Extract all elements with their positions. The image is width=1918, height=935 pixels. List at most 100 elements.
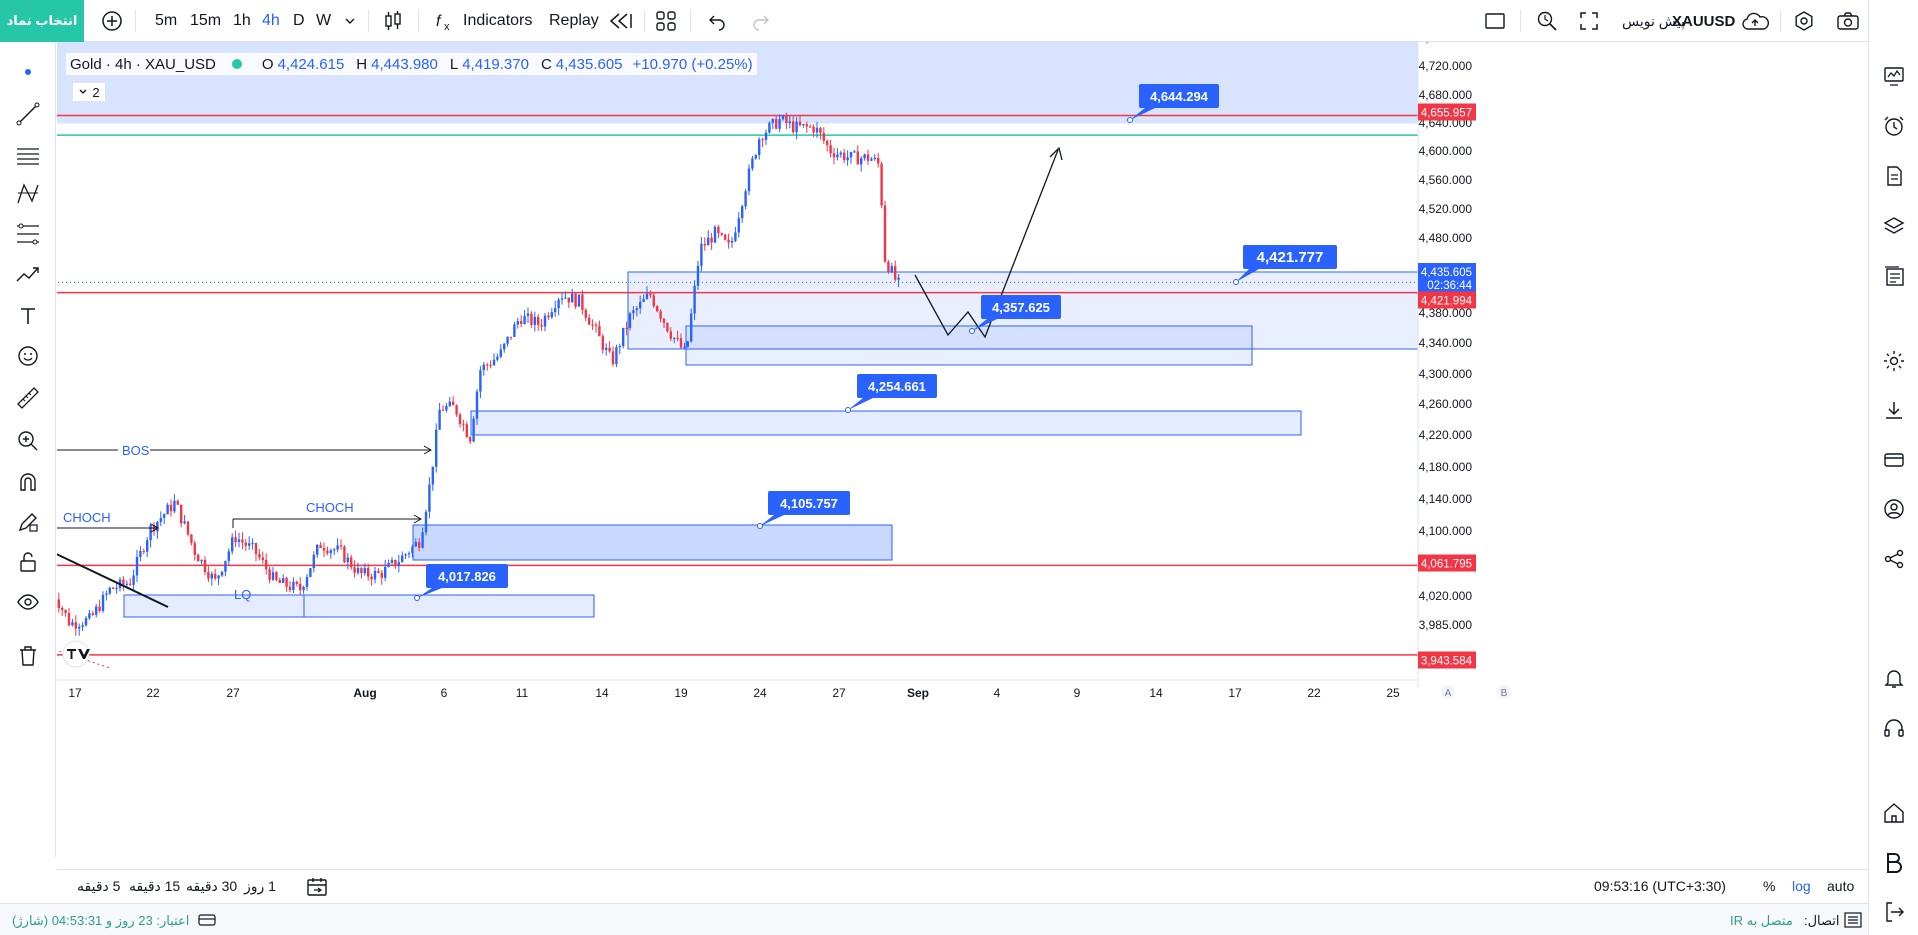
auto-toggle[interactable]: auto — [1827, 878, 1855, 894]
candle — [761, 137, 764, 148]
horizontal-lines-icon[interactable] — [12, 140, 44, 172]
price-tick: 4,600.000 — [1419, 144, 1473, 158]
range-5m[interactable]: 5 دقیقه — [77, 878, 121, 894]
redo-icon[interactable] — [751, 10, 771, 32]
emoji-icon[interactable] — [12, 340, 44, 372]
callout-anchor — [1233, 279, 1239, 285]
candle-body — [543, 315, 547, 327]
candle — [771, 118, 774, 130]
candle-body — [703, 243, 706, 246]
candle-body — [278, 579, 281, 583]
brand-b-icon[interactable] — [1878, 847, 1910, 879]
candle — [57, 592, 60, 613]
candle — [720, 232, 723, 237]
candle — [513, 321, 516, 338]
magnet-icon[interactable] — [12, 466, 44, 498]
candle — [84, 616, 88, 627]
add-symbol-icon[interactable] — [101, 10, 123, 32]
rewind-icon[interactable] — [607, 10, 633, 32]
candle-body — [523, 315, 526, 324]
candle-body — [683, 346, 686, 348]
candle-body — [792, 121, 795, 133]
log-toggle[interactable]: log — [1792, 878, 1811, 894]
quick-search-icon[interactable] — [1536, 10, 1558, 32]
percent-toggle[interactable]: % — [1763, 878, 1776, 894]
card-icon[interactable] — [1878, 444, 1910, 476]
settings-icon[interactable] — [1793, 10, 1815, 32]
lock-icon[interactable] — [12, 546, 44, 578]
interval-4h[interactable]: 4h — [262, 12, 280, 29]
clock-timezone[interactable]: 09:53:16 (UTC+3:30) — [1594, 878, 1726, 894]
interval-w[interactable]: W — [316, 12, 332, 29]
chevron-down-icon[interactable] — [344, 10, 356, 32]
layouts-icon[interactable] — [655, 10, 677, 32]
interval-1h[interactable]: 1h — [233, 12, 251, 29]
legend-title[interactable]: Gold · 4h · XAU_USD — [70, 55, 216, 73]
candle-body — [241, 539, 244, 543]
cursor-dot-icon[interactable] — [12, 56, 44, 88]
download-icon[interactable] — [1878, 395, 1910, 427]
candle — [543, 313, 547, 332]
candle — [251, 538, 254, 550]
fullscreen-box-icon[interactable] — [1484, 10, 1506, 32]
zoom-in-icon[interactable] — [12, 425, 44, 457]
expand-icon[interactable] — [1579, 10, 1599, 32]
list-icon[interactable] — [1878, 260, 1910, 292]
chart-pane[interactable]: BOS CHOCH CHOCH LQ 4,644.294 4,421.777 4,357.6… — [39, 31, 1868, 857]
settings-gear-icon[interactable] — [1878, 345, 1910, 377]
candle — [373, 566, 377, 584]
monitor-icon[interactable] — [1878, 60, 1910, 92]
user-icon[interactable] — [1878, 493, 1910, 525]
candle-body — [571, 293, 574, 303]
indicators-button[interactable]: Indicators — [463, 12, 533, 29]
interval-d[interactable]: D — [293, 12, 305, 29]
indicators-collapse-button[interactable]: 2 — [72, 82, 106, 102]
range-1d[interactable]: 1 روز — [244, 878, 276, 894]
range-30m[interactable]: 30 دقیقه — [186, 878, 238, 894]
logout-icon[interactable] — [1878, 896, 1910, 928]
candle — [319, 541, 322, 549]
candle-body — [458, 414, 462, 424]
camera-icon[interactable] — [1836, 10, 1860, 32]
symbol-name[interactable]: XAUUSD — [1672, 12, 1736, 30]
forecast-tool-icon[interactable] — [12, 258, 44, 290]
headset-icon[interactable] — [1878, 712, 1910, 744]
undo-icon[interactable] — [707, 10, 727, 32]
candle-body — [730, 241, 734, 243]
candle-body — [299, 583, 302, 591]
trash-icon[interactable] — [12, 640, 44, 672]
range-15m[interactable]: 15 دقیقه — [129, 878, 181, 894]
ruler-icon[interactable] — [12, 382, 44, 414]
text-tool-icon[interactable] — [12, 300, 44, 332]
alarm-clock-icon[interactable] — [1878, 110, 1910, 142]
publish-label[interactable]: پیش نویس — [1622, 12, 1685, 29]
candle — [877, 152, 880, 168]
notes-icon[interactable] — [1878, 160, 1910, 192]
home-icon[interactable] — [1878, 797, 1910, 829]
trend-line-icon[interactable] — [12, 98, 44, 130]
date-range-icon[interactable] — [305, 876, 329, 898]
fib-tool-icon[interactable] — [12, 218, 44, 250]
symbol-search-button[interactable]: انتخاب نماد — [0, 0, 84, 42]
candle — [265, 553, 268, 575]
candle-body — [125, 583, 128, 585]
card-small-icon — [198, 912, 216, 928]
candles-icon[interactable] — [383, 10, 403, 32]
replay-button[interactable]: Replay — [549, 12, 599, 29]
list-small-icon[interactable] — [1844, 912, 1862, 928]
pattern-tool-icon[interactable] — [12, 178, 44, 210]
layers-icon[interactable] — [1878, 210, 1910, 242]
candle-body — [537, 316, 540, 325]
projection-path — [914, 149, 1059, 339]
bell-icon[interactable] — [1878, 662, 1910, 694]
eye-icon[interactable] — [12, 586, 44, 618]
candle — [628, 311, 632, 331]
pencil-lock-icon[interactable] — [12, 506, 44, 538]
interval-15m[interactable]: 15m — [190, 12, 222, 29]
share-icon[interactable] — [1878, 543, 1910, 575]
candle-body — [441, 409, 445, 411]
interval-5m[interactable]: 5m — [155, 12, 178, 29]
cloud-upload-icon[interactable] — [1741, 10, 1769, 32]
candle — [526, 307, 530, 323]
